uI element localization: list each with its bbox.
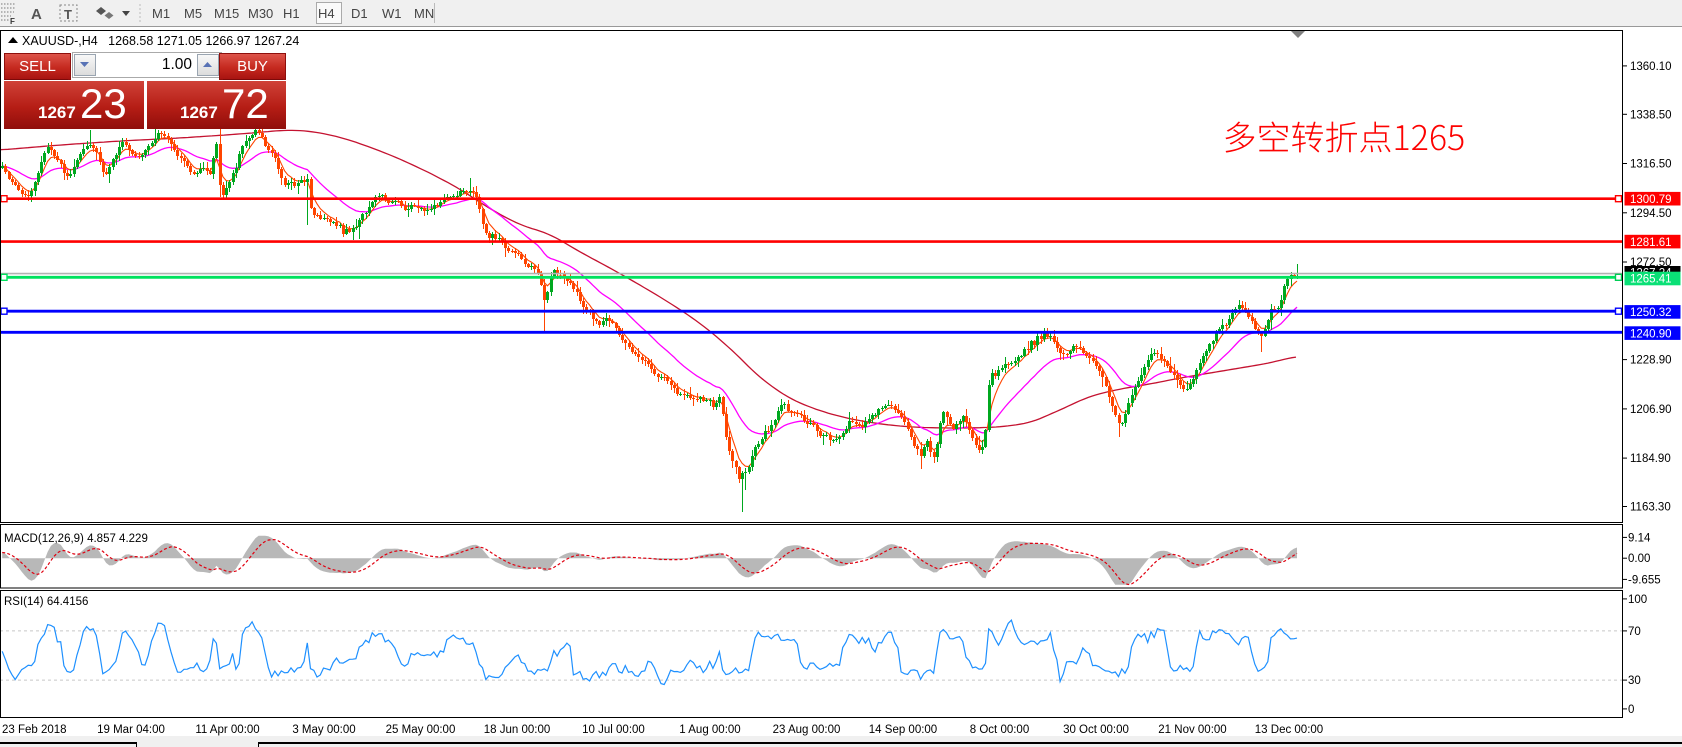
svg-text:MACD(12,26,9) 4.857 4.229: MACD(12,26,9) 4.857 4.229	[4, 533, 148, 545]
svg-text:1281.61: 1281.61	[1630, 237, 1672, 249]
svg-text:1300.79: 1300.79	[1630, 194, 1672, 206]
svg-text:0: 0	[1628, 704, 1634, 716]
svg-text:19 Mar 04:00: 19 Mar 04:00	[97, 724, 165, 736]
svg-text:70: 70	[1628, 626, 1641, 638]
svg-text:1206.90: 1206.90	[1630, 404, 1672, 416]
svg-text:100: 100	[1628, 594, 1647, 606]
svg-text:XAUUSD-,H4 1268.58 1271.05 1: XAUUSD-,H4 1268.58 1271.05 1266.97 1267.…	[22, 34, 299, 48]
svg-text:10 Jul 00:00: 10 Jul 00:00	[582, 724, 645, 736]
svg-text:1294.50: 1294.50	[1630, 208, 1672, 220]
svg-text:1184.90: 1184.90	[1630, 453, 1671, 465]
svg-text:23 Feb 2018: 23 Feb 2018	[2, 724, 67, 736]
svg-text:1228.90: 1228.90	[1630, 355, 1672, 367]
svg-text:8 Oct 00:00: 8 Oct 00:00	[970, 724, 1029, 736]
svg-text:14 Sep 00:00: 14 Sep 00:00	[869, 724, 937, 736]
svg-text:23 Aug 00:00: 23 Aug 00:00	[773, 724, 841, 736]
svg-text:A: A	[31, 6, 42, 23]
svg-text:1316.50: 1316.50	[1630, 159, 1672, 171]
svg-text:25 May 00:00: 25 May 00:00	[386, 724, 456, 736]
svg-text:9.14: 9.14	[1628, 532, 1651, 544]
svg-text:-9.655: -9.655	[1628, 574, 1661, 586]
svg-text:13 Dec 00:00: 13 Dec 00:00	[1255, 724, 1323, 736]
svg-text:1265.41: 1265.41	[1630, 274, 1672, 286]
svg-text:1 Aug 00:00: 1 Aug 00:00	[679, 724, 740, 736]
svg-text:30: 30	[1628, 675, 1641, 687]
svg-text:T: T	[64, 7, 72, 22]
svg-text:30 Oct 00:00: 30 Oct 00:00	[1063, 724, 1129, 736]
svg-text:1338.50: 1338.50	[1630, 109, 1672, 121]
svg-text:21 Nov 00:00: 21 Nov 00:00	[1158, 724, 1226, 736]
svg-text:1250.32: 1250.32	[1630, 307, 1672, 319]
svg-text:F: F	[10, 17, 15, 26]
svg-text:1240.90: 1240.90	[1630, 328, 1672, 340]
svg-text:11 Apr 00:00: 11 Apr 00:00	[195, 724, 259, 736]
svg-text:1360.10: 1360.10	[1630, 61, 1672, 73]
svg-text:RSI(14) 64.4156: RSI(14) 64.4156	[4, 596, 88, 608]
svg-text:3 May 00:00: 3 May 00:00	[292, 724, 355, 736]
svg-text:18 Jun 00:00: 18 Jun 00:00	[484, 724, 551, 736]
svg-text:0.00: 0.00	[1628, 553, 1650, 565]
svg-text:1163.30: 1163.30	[1630, 502, 1671, 514]
